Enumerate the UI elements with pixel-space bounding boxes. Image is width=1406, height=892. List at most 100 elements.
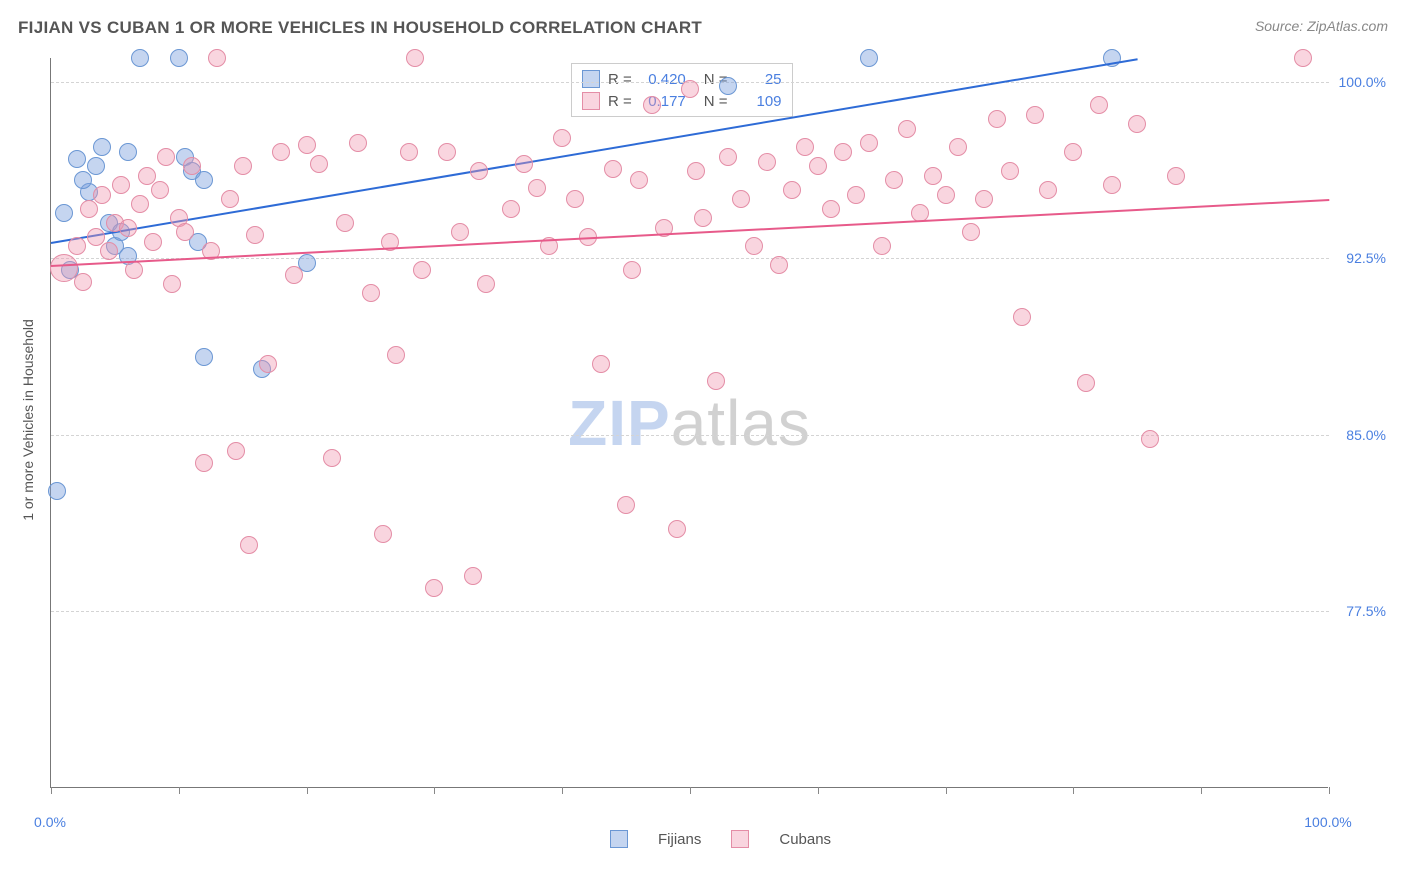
- legend-n-label: N =: [704, 93, 728, 110]
- data-point: [183, 157, 201, 175]
- data-point: [438, 143, 456, 161]
- data-point: [770, 256, 788, 274]
- data-point: [937, 186, 955, 204]
- legend-label: Fijians: [658, 831, 701, 848]
- gridline: [51, 611, 1329, 612]
- data-point: [949, 138, 967, 156]
- data-point: [425, 579, 443, 597]
- watermark-atlas: atlas: [671, 387, 811, 459]
- data-point: [131, 49, 149, 67]
- data-point: [515, 155, 533, 173]
- data-point: [1013, 308, 1031, 326]
- data-point: [1294, 49, 1312, 67]
- data-point: [387, 346, 405, 364]
- data-point: [1001, 162, 1019, 180]
- data-point: [687, 162, 705, 180]
- data-point: [74, 171, 92, 189]
- x-tick: [51, 787, 52, 794]
- data-point: [323, 449, 341, 467]
- data-point: [1128, 115, 1146, 133]
- data-point: [221, 190, 239, 208]
- data-point: [55, 204, 73, 222]
- data-point: [988, 110, 1006, 128]
- data-point: [157, 148, 175, 166]
- data-point: [1039, 181, 1057, 199]
- data-point: [962, 223, 980, 241]
- data-point: [847, 186, 865, 204]
- x-tick: [946, 787, 947, 794]
- y-axis-label: 1 or more Vehicles in Household: [20, 319, 36, 521]
- data-point: [1077, 374, 1095, 392]
- data-point: [707, 372, 725, 390]
- data-point: [100, 242, 118, 260]
- data-point: [272, 143, 290, 161]
- data-point: [668, 520, 686, 538]
- data-point: [528, 179, 546, 197]
- data-point: [413, 261, 431, 279]
- data-point: [285, 266, 303, 284]
- data-point: [873, 237, 891, 255]
- legend-n-value: 25: [736, 71, 782, 88]
- data-point: [1167, 167, 1185, 185]
- y-tick-label: 100.0%: [1334, 74, 1386, 90]
- data-point: [719, 148, 737, 166]
- data-point: [349, 134, 367, 152]
- data-point: [924, 167, 942, 185]
- data-point: [1064, 143, 1082, 161]
- data-point: [592, 355, 610, 373]
- data-point: [809, 157, 827, 175]
- data-point: [144, 233, 162, 251]
- data-point: [195, 348, 213, 366]
- data-point: [1141, 430, 1159, 448]
- data-point: [470, 162, 488, 180]
- data-point: [604, 160, 622, 178]
- data-point: [553, 129, 571, 147]
- data-point: [630, 171, 648, 189]
- legend-swatch: [582, 92, 600, 110]
- x-tick: [1201, 787, 1202, 794]
- data-point: [898, 120, 916, 138]
- data-point: [758, 153, 776, 171]
- data-point: [298, 136, 316, 154]
- data-point: [566, 190, 584, 208]
- x-tick: [1329, 787, 1330, 794]
- data-point: [246, 226, 264, 244]
- x-tick: [562, 787, 563, 794]
- data-point: [310, 155, 328, 173]
- data-point: [860, 49, 878, 67]
- data-point: [119, 143, 137, 161]
- gridline: [51, 435, 1329, 436]
- legend-r-value: 0.420: [640, 71, 686, 88]
- y-tick-label: 77.5%: [1334, 603, 1386, 619]
- legend-n-value: 109: [736, 93, 782, 110]
- data-point: [860, 134, 878, 152]
- data-point: [745, 237, 763, 255]
- data-point: [176, 223, 194, 241]
- data-point: [732, 190, 750, 208]
- gridline: [51, 258, 1329, 259]
- data-point: [1090, 96, 1108, 114]
- data-point: [502, 200, 520, 218]
- data-point: [112, 176, 130, 194]
- data-point: [681, 80, 699, 98]
- x-tick: [434, 787, 435, 794]
- x-tick: [818, 787, 819, 794]
- data-point: [643, 96, 661, 114]
- data-point: [336, 214, 354, 232]
- x-tick: [1073, 787, 1074, 794]
- data-point: [195, 454, 213, 472]
- data-point: [1026, 106, 1044, 124]
- data-point: [400, 143, 418, 161]
- data-point: [208, 49, 226, 67]
- data-point: [464, 567, 482, 585]
- y-tick-label: 92.5%: [1334, 250, 1386, 266]
- x-tick: [690, 787, 691, 794]
- data-point: [259, 355, 277, 373]
- legend-swatch: [582, 70, 600, 88]
- data-point: [783, 181, 801, 199]
- data-point: [822, 200, 840, 218]
- data-point: [834, 143, 852, 161]
- x-tick: [307, 787, 308, 794]
- data-point: [93, 138, 111, 156]
- data-point: [125, 261, 143, 279]
